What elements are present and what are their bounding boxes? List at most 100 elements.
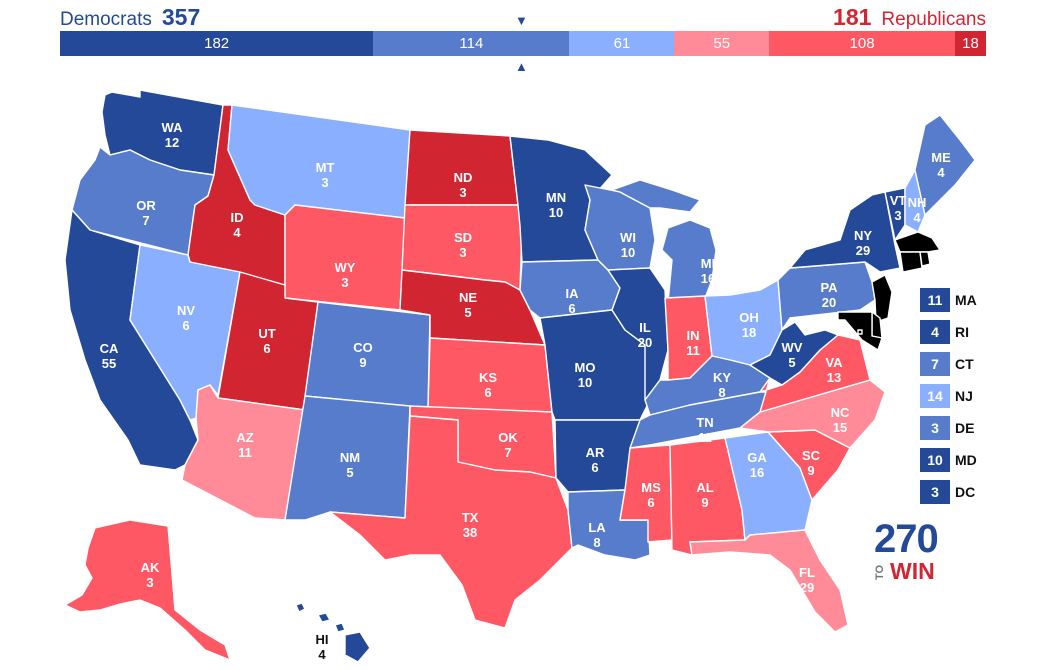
state-label-al: AL xyxy=(696,480,713,495)
state-label-nc: NC xyxy=(831,405,850,420)
state-co[interactable] xyxy=(304,301,431,409)
state-label-mi: MI xyxy=(701,256,715,271)
state-label-wa: WA xyxy=(162,120,184,135)
state-ev-wv: 5 xyxy=(788,355,795,370)
state-label-nv: NV xyxy=(177,303,195,318)
270-marker-bottom: ▲ xyxy=(515,59,528,74)
bar-segment-safe-d[interactable]: 182 xyxy=(60,31,374,56)
bar-segment-lean-r[interactable]: 55 xyxy=(674,31,770,56)
state-ma[interactable] xyxy=(894,231,941,253)
state-ev-ok: 7 xyxy=(504,445,511,460)
270-marker-top: ▼ xyxy=(515,13,528,28)
state-ev-id: 4 xyxy=(233,225,241,240)
republicans-header: 181 Republicans xyxy=(833,4,986,33)
state-label-ok: OK xyxy=(498,430,518,445)
electoral-vote-summary-bar: 182 114 61 55 108 18 xyxy=(60,31,986,56)
state-me[interactable] xyxy=(914,114,976,216)
small-state-name: NJ xyxy=(955,388,973,404)
state-ev-sc: 9 xyxy=(807,463,814,478)
state-ev-mn: 10 xyxy=(549,205,563,220)
state-mi-upper[interactable] xyxy=(611,179,701,213)
state-wv[interactable] xyxy=(749,321,839,386)
state-ev-vt: 3 xyxy=(894,208,901,223)
state-ev-co: 9 xyxy=(359,355,366,370)
state-label-mo: MO xyxy=(575,360,596,375)
bar-segment-likely-r[interactable]: 108 xyxy=(769,31,955,56)
state-ev-pa: 20 xyxy=(822,295,836,310)
bar-segment-likely-d[interactable]: 114 xyxy=(373,31,570,56)
state-label-co: CO xyxy=(353,340,373,355)
small-state-ev-box[interactable]: 4 xyxy=(920,320,950,344)
state-tx[interactable] xyxy=(329,415,573,629)
republicans-total: 181 xyxy=(833,4,872,30)
state-ev-ky: 8 xyxy=(718,385,725,400)
state-mi[interactable] xyxy=(661,219,717,303)
state-label-ky: KY xyxy=(713,370,731,385)
republicans-label: Republicans xyxy=(881,9,986,30)
state-ev-mo: 10 xyxy=(578,375,592,390)
state-ev-or: 7 xyxy=(142,213,149,228)
small-state-ev-box[interactable]: 7 xyxy=(920,352,950,376)
state-hi[interactable] xyxy=(295,602,371,663)
democrats-label: Democrats xyxy=(60,9,152,30)
state-ev-nd: 3 xyxy=(459,185,466,200)
state-ev-tn: 11 xyxy=(698,430,712,445)
small-state-ev-box[interactable]: 11 xyxy=(920,288,950,312)
state-ev-la: 8 xyxy=(593,535,600,550)
state-label-az: AZ xyxy=(236,430,253,445)
state-ev-ks: 6 xyxy=(484,385,491,400)
state-ct[interactable] xyxy=(899,251,923,273)
state-ev-ga: 16 xyxy=(750,465,764,480)
state-nc[interactable] xyxy=(739,379,886,449)
bar-segment-lean-d[interactable]: 61 xyxy=(569,31,675,56)
state-ne[interactable] xyxy=(399,269,546,346)
state-ev-ia: 6 xyxy=(568,301,575,316)
small-state-ev-box[interactable]: 3 xyxy=(920,480,950,504)
state-ev-il: 20 xyxy=(638,335,652,350)
state-ev-va: 13 xyxy=(827,370,841,385)
state-nj[interactable] xyxy=(871,274,893,323)
state-nh[interactable] xyxy=(904,169,926,233)
state-ev-in: 11 xyxy=(686,343,700,358)
state-fl[interactable] xyxy=(689,529,849,633)
state-label-nd: ND xyxy=(454,170,473,185)
state-ev-oh: 18 xyxy=(742,325,756,340)
state-label-or: OR xyxy=(136,198,156,213)
state-ev-wa: 12 xyxy=(165,135,179,150)
state-ny[interactable] xyxy=(789,191,901,273)
state-label-ut: UT xyxy=(258,326,275,341)
logo-number: 270 xyxy=(874,517,939,561)
small-state-ev-box[interactable]: 3 xyxy=(920,416,950,440)
state-label-mn: MN xyxy=(546,190,566,205)
democrats-header: Democrats 357 xyxy=(60,4,200,33)
state-label-ak: AK xyxy=(141,560,160,575)
state-ev-ca: 55 xyxy=(102,356,116,371)
small-state-name: DE xyxy=(955,420,975,436)
state-dc[interactable] xyxy=(857,329,863,335)
state-label-ga: GA xyxy=(747,450,767,465)
state-ev-mt: 3 xyxy=(321,175,328,190)
logo-to: TO xyxy=(874,564,886,580)
state-label-ny: NY xyxy=(854,228,872,243)
state-label-id: ID xyxy=(231,210,244,225)
state-label-pa: PA xyxy=(820,280,838,295)
state-ev-tx: 38 xyxy=(463,525,477,540)
state-ev-ms: 6 xyxy=(647,495,654,510)
us-electoral-map: WA12OR7CA55ID4NV6MT3WY3UT6AZ11CO9NM5ND3S… xyxy=(64,89,976,663)
state-ev-az: 11 xyxy=(238,445,252,460)
state-ev-mi: 16 xyxy=(701,271,715,286)
state-label-ks: KS xyxy=(479,370,497,385)
bar-segment-safe-r[interactable]: 18 xyxy=(954,31,986,56)
state-label-mt: MT xyxy=(316,160,335,175)
small-state-ev-box[interactable]: 10 xyxy=(920,448,950,472)
state-label-il: IL xyxy=(639,320,651,335)
state-label-sd: SD xyxy=(454,230,472,245)
state-wy[interactable] xyxy=(284,204,406,311)
state-label-la: LA xyxy=(588,520,606,535)
state-ev-ak: 3 xyxy=(146,575,153,590)
state-ri[interactable] xyxy=(919,251,931,267)
state-ak[interactable] xyxy=(64,519,231,661)
state-ev-wy: 3 xyxy=(341,275,348,290)
democrats-total: 357 xyxy=(161,4,201,30)
small-state-ev-box[interactable]: 14 xyxy=(920,384,950,408)
